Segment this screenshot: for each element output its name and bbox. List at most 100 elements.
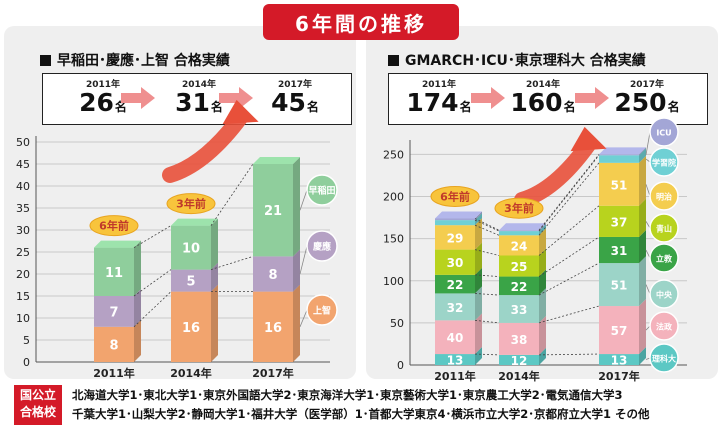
connector-line <box>538 305 600 324</box>
year-badge-label: 3年前 <box>176 197 206 211</box>
right-summary-year-2: 2014年 <box>525 80 561 90</box>
bar-segment <box>94 247 134 296</box>
x-tick-label: 2017年 <box>252 366 294 380</box>
bar-segment <box>435 293 475 321</box>
bar-segment <box>499 230 539 232</box>
right-summary-value-3: 250名 <box>614 88 680 117</box>
data-label: 11 <box>105 266 123 281</box>
legend-marker <box>649 181 679 211</box>
left-summary-year-1: 2011年 <box>85 80 121 90</box>
bar-segment <box>599 162 639 206</box>
data-label: 5 <box>186 275 195 290</box>
national-public-label: 国公立 合格校 <box>14 385 62 425</box>
connector-line <box>474 249 500 256</box>
legend-leader-line <box>645 284 651 295</box>
bar-segment-side <box>134 240 141 296</box>
legend-marker <box>306 174 338 206</box>
data-label: 8 <box>109 338 118 353</box>
data-label: 10 <box>182 242 200 257</box>
data-label: 40 <box>447 331 464 345</box>
bar-segment-side <box>639 148 646 163</box>
y-tick-label: 5 <box>23 334 30 347</box>
bar-segment <box>435 225 475 250</box>
bar-segment <box>599 205 639 237</box>
legend-leader-line <box>299 189 308 211</box>
connector-line <box>133 291 172 328</box>
connector-line <box>210 256 254 270</box>
square-bullet-icon <box>388 55 399 66</box>
legend-label: 法政 <box>656 322 672 332</box>
bar-segment <box>435 274 475 294</box>
bar-segment-side <box>639 147 646 156</box>
bar-segment <box>435 320 475 355</box>
bar-segment <box>171 225 211 270</box>
national-public-list-line2: 千葉大学1･山梨大学2･静岡大学1･福井大学（医学部）1･首都大学東京4･横浜市… <box>72 407 650 421</box>
bar-segment <box>599 354 639 365</box>
y-tick-label: 30 <box>16 224 30 237</box>
data-label: 22 <box>511 280 528 294</box>
trend-arrow-shaft <box>514 137 596 208</box>
data-label: 51 <box>611 178 628 192</box>
bar-segment <box>94 296 134 327</box>
bar-segment-side <box>293 284 300 362</box>
legend-marker <box>649 343 679 373</box>
legend-label: 明治 <box>656 192 672 202</box>
legend-marker <box>649 213 679 243</box>
connector-line <box>474 293 500 296</box>
legend-label: 上智 <box>313 305 331 317</box>
bar-segment-side <box>639 299 646 355</box>
data-label: 13 <box>611 354 628 368</box>
legend-label: 青山 <box>656 224 672 234</box>
bar-segment-side <box>639 347 646 365</box>
data-label: 31 <box>611 244 628 258</box>
connector-line <box>474 224 500 236</box>
data-label: 37 <box>611 215 628 229</box>
bar-segment <box>499 354 539 365</box>
connector-line <box>538 236 600 277</box>
y-tick-label: 50 <box>390 317 404 330</box>
right-summary-year-1: 2011年 <box>421 80 457 90</box>
bar-top-face <box>499 223 546 231</box>
national-public-label-line1: 国公立 <box>19 388 56 402</box>
year-badge <box>430 185 480 207</box>
data-label: 30 <box>447 256 464 270</box>
year-badge-label: 3年前 <box>504 201 534 215</box>
bar-segment <box>171 291 211 362</box>
legend-marker <box>649 311 679 341</box>
bar-segment-side <box>639 256 646 307</box>
bar-top-face <box>171 218 218 226</box>
x-tick-label: 2011年 <box>93 366 135 380</box>
bar-segment-side <box>639 198 646 237</box>
data-label: 57 <box>611 324 628 338</box>
connector-line <box>538 205 600 256</box>
data-label: 29 <box>447 231 464 245</box>
y-tick-label: 15 <box>16 290 30 303</box>
connector-line <box>474 218 500 231</box>
legend-leader-line <box>299 245 308 275</box>
legend-marker <box>306 230 338 262</box>
legend-leader-line <box>645 184 651 197</box>
connector-line <box>538 154 600 231</box>
y-tick-label: 100 <box>383 275 404 288</box>
y-tick-label: 10 <box>16 312 30 325</box>
bar-segment <box>499 295 539 323</box>
right-summary-value-2: 160名 <box>510 88 576 117</box>
connector-line <box>133 269 172 297</box>
data-label: 16 <box>182 321 200 336</box>
y-tick-label: 40 <box>16 180 30 193</box>
bar-segment <box>171 269 211 292</box>
legend-label: 早稲田 <box>308 185 335 197</box>
arrow-right-icon <box>219 87 253 109</box>
bar-segment-side <box>475 211 482 221</box>
legend-label: 立教 <box>656 254 673 264</box>
connector-line <box>133 225 172 248</box>
year-badge <box>89 215 139 237</box>
bar-segment-side <box>475 347 482 365</box>
legend-marker <box>649 147 679 177</box>
bar-segment <box>499 255 539 277</box>
connector-line <box>474 319 500 324</box>
data-label: 12 <box>511 354 528 368</box>
y-tick-label: 45 <box>16 158 30 171</box>
arrow-right-icon <box>121 87 155 109</box>
